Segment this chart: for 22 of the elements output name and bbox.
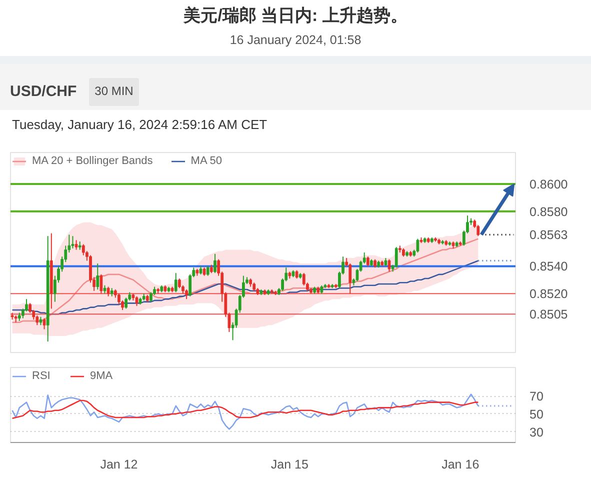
y-tick-label: 50 [530, 407, 544, 422]
legend-label: RSI [32, 369, 52, 383]
text: USD/CHF [10, 82, 77, 102]
y-tick-label: 0.8520 [530, 287, 568, 302]
y-tick-label: 30 [530, 425, 544, 440]
text: Tuesday, January 16, 2024 2:59:16 AM CET [11, 116, 268, 134]
legend-label: MA 50 [190, 154, 222, 168]
y-tick-label: 0.8540 [530, 260, 568, 274]
y-tick-label: 0.8580 [530, 204, 568, 219]
chart-subtitle: 16 January 2024, 01:58 [228, 32, 362, 49]
y-tick-label: 0.8600 [530, 178, 568, 192]
line-series [12, 400, 479, 420]
x-tick-label: Jan 12 [100, 458, 138, 472]
legend-label: MA 20 + Bollinger Bands [32, 154, 153, 168]
text: 30 MIN [88, 78, 140, 106]
x-tick-label: Jan 16 [442, 458, 480, 472]
x-tick-label: Jan 15 [270, 458, 308, 472]
chart-title: 美元/瑞郎 当日内: 上升趋势。 [182, 5, 408, 27]
y-tick-label: 0.8563 [530, 228, 568, 242]
legend-label: 9MA [90, 369, 113, 383]
y-tick-label: 70 [530, 390, 544, 404]
y-tick-label: 0.8505 [530, 308, 568, 322]
